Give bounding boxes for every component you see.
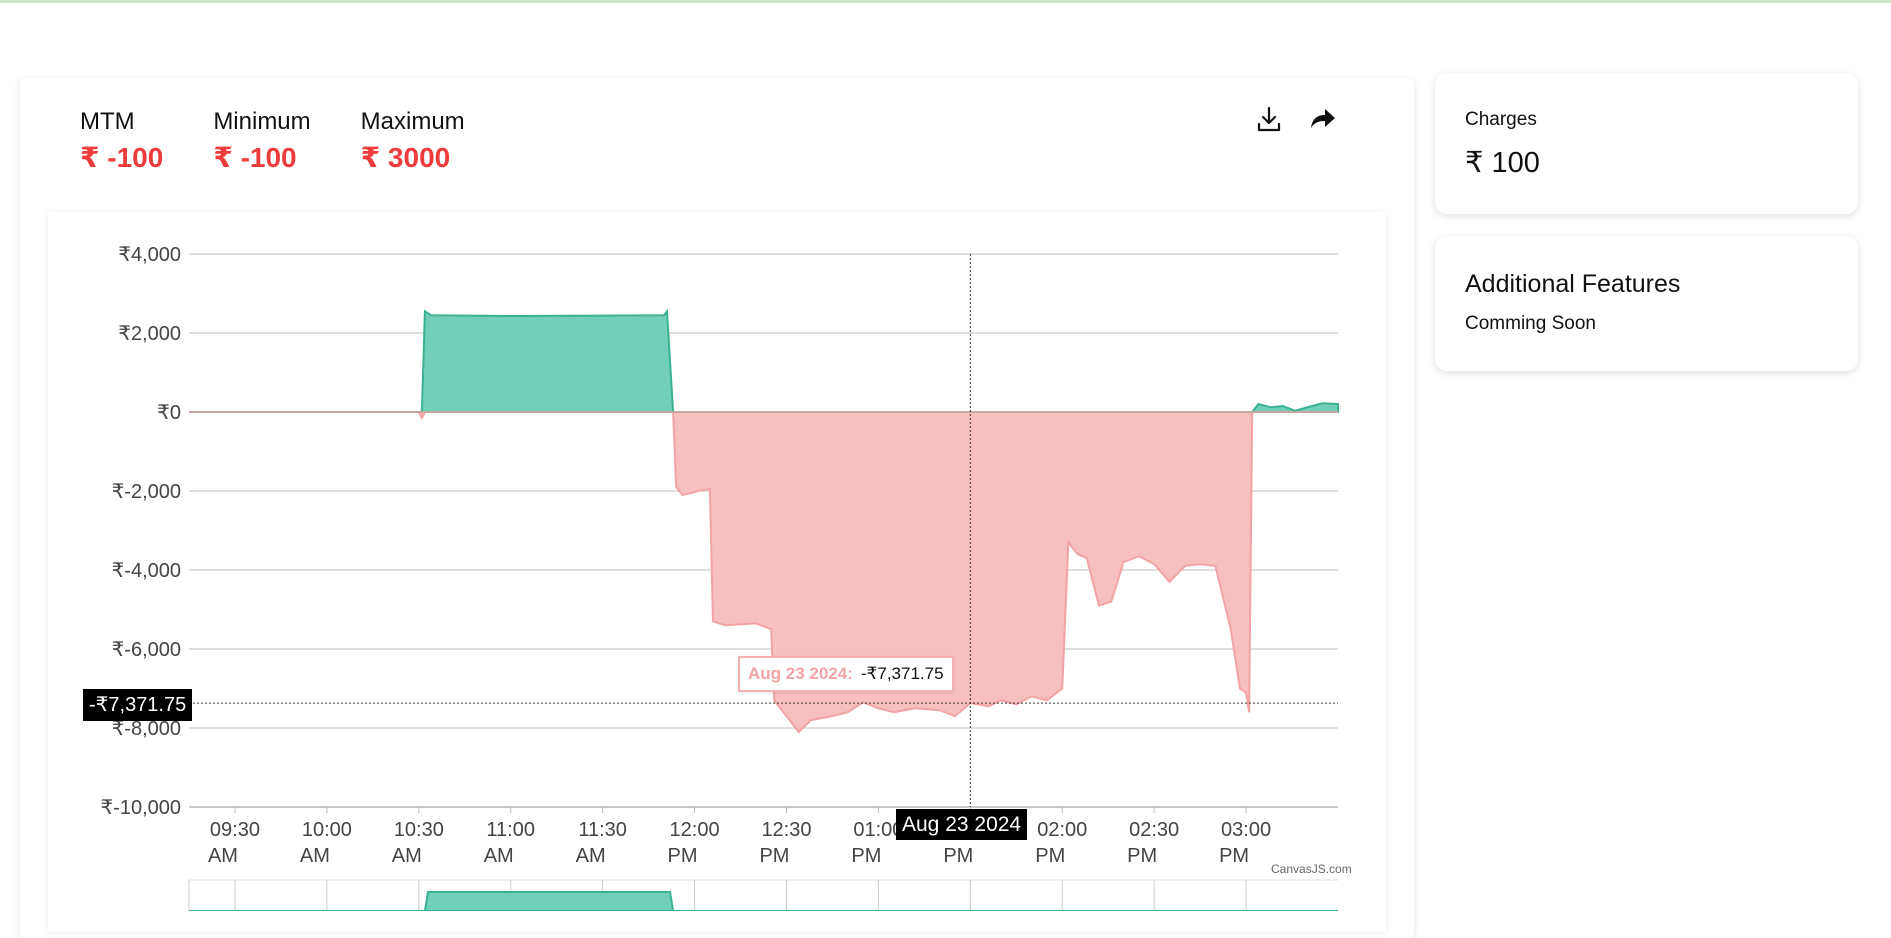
x-tick-label: 03:00 (1221, 819, 1271, 841)
stat-minimum: Minimum ₹ -100 (213, 108, 310, 178)
x-tick-label: 11:30 (578, 819, 627, 841)
chart-tooltip: Aug 23 2024: -₹7,371.75 (738, 656, 954, 692)
additional-features-card: Additional Features Comming Soon (1435, 236, 1858, 371)
tooltip-value: -₹7,371.75 (860, 664, 944, 683)
x-tick-label: 10:00 (302, 819, 352, 841)
x-tick-label-period: PM (943, 845, 973, 867)
x-tick-label-period: PM (1219, 845, 1249, 867)
y-tick-label: ₹2,000 (118, 323, 181, 345)
x-tick-label-period: AM (208, 845, 238, 867)
x-tick-label: 12:00 (670, 819, 720, 841)
y-tick-label: ₹-8,000 (112, 718, 181, 740)
stat-mtm-label: MTM (80, 108, 135, 135)
stat-maximum-value: ₹ 3000 (360, 142, 451, 173)
x-tick-label-period: AM (300, 845, 330, 867)
x-tick-label: 10:30 (394, 819, 444, 841)
x-tick-label: 01:00 (853, 819, 903, 841)
top-accent-line (0, 0, 1891, 3)
x-tick-label-period: PM (851, 845, 881, 867)
x-tick-label-period: PM (1127, 845, 1157, 867)
download-button[interactable] (1254, 104, 1284, 134)
charges-title: Charges (1465, 109, 1537, 130)
y-tick-label: ₹4,000 (118, 244, 181, 266)
download-icon (1257, 106, 1281, 132)
chart-card: ₹4,000 ₹2,000 ₹0 ₹-2,000 ₹-4,000 ₹-6,000 ₹-8,0… (48, 212, 1386, 932)
x-tick-label-period: AM (484, 845, 514, 867)
tooltip-date: Aug 23 2024: (748, 664, 853, 683)
x-tick-label: 02:30 (1129, 819, 1179, 841)
x-tick-label: 02:00 (1037, 819, 1087, 841)
stat-mtm: MTM ₹ -100 (80, 108, 163, 178)
crosshair-x-label: Aug 23 2024 (896, 809, 1028, 840)
navigator-area (189, 891, 1338, 911)
features-subtitle: Comming Soon (1465, 313, 1596, 334)
x-tick-label: 09:30 (210, 819, 260, 841)
x-tick-label: 12:30 (761, 819, 811, 841)
charges-card: Charges ₹ 100 (1435, 73, 1858, 214)
pnl-chart[interactable]: ₹4,000 ₹2,000 ₹0 ₹-2,000 ₹-4,000 ₹-6,000 ₹-8,0… (48, 212, 1386, 911)
features-title: Additional Features (1465, 270, 1681, 298)
y-tick-label: ₹0 (157, 402, 181, 424)
stat-minimum-value: ₹ -100 (213, 142, 297, 173)
charges-value: ₹ 100 (1465, 147, 1540, 179)
chart-credit[interactable]: CanvasJS.com (1271, 862, 1352, 876)
x-tick-label: 11:00 (486, 819, 535, 841)
stats-row: MTM ₹ -100 Minimum ₹ -100 Maximum ₹ 3000 (80, 108, 465, 178)
chart-actions (1254, 104, 1338, 134)
x-tick-label-period: PM (668, 845, 698, 867)
y-tick-label: ₹-10,000 (100, 797, 181, 819)
crosshair-y-label: -₹7,371.75 (83, 689, 193, 721)
y-tick-label: ₹-4,000 (112, 560, 181, 582)
y-tick-label: ₹-6,000 (112, 639, 181, 661)
stat-minimum-label: Minimum (213, 108, 311, 135)
x-tick-label-period: AM (392, 845, 422, 867)
stat-mtm-value: ₹ -100 (80, 142, 164, 173)
x-tick-label-period: PM (759, 845, 789, 867)
stat-maximum: Maximum ₹ 3000 (361, 108, 465, 178)
share-icon (1311, 109, 1335, 128)
x-tick-label-period: PM (1035, 845, 1065, 867)
x-tick-label-period: AM (576, 845, 606, 867)
share-button[interactable] (1308, 104, 1338, 134)
positive-area (189, 308, 1339, 413)
stat-maximum-label: Maximum (360, 108, 465, 135)
y-tick-label: ₹-2,000 (112, 481, 181, 503)
